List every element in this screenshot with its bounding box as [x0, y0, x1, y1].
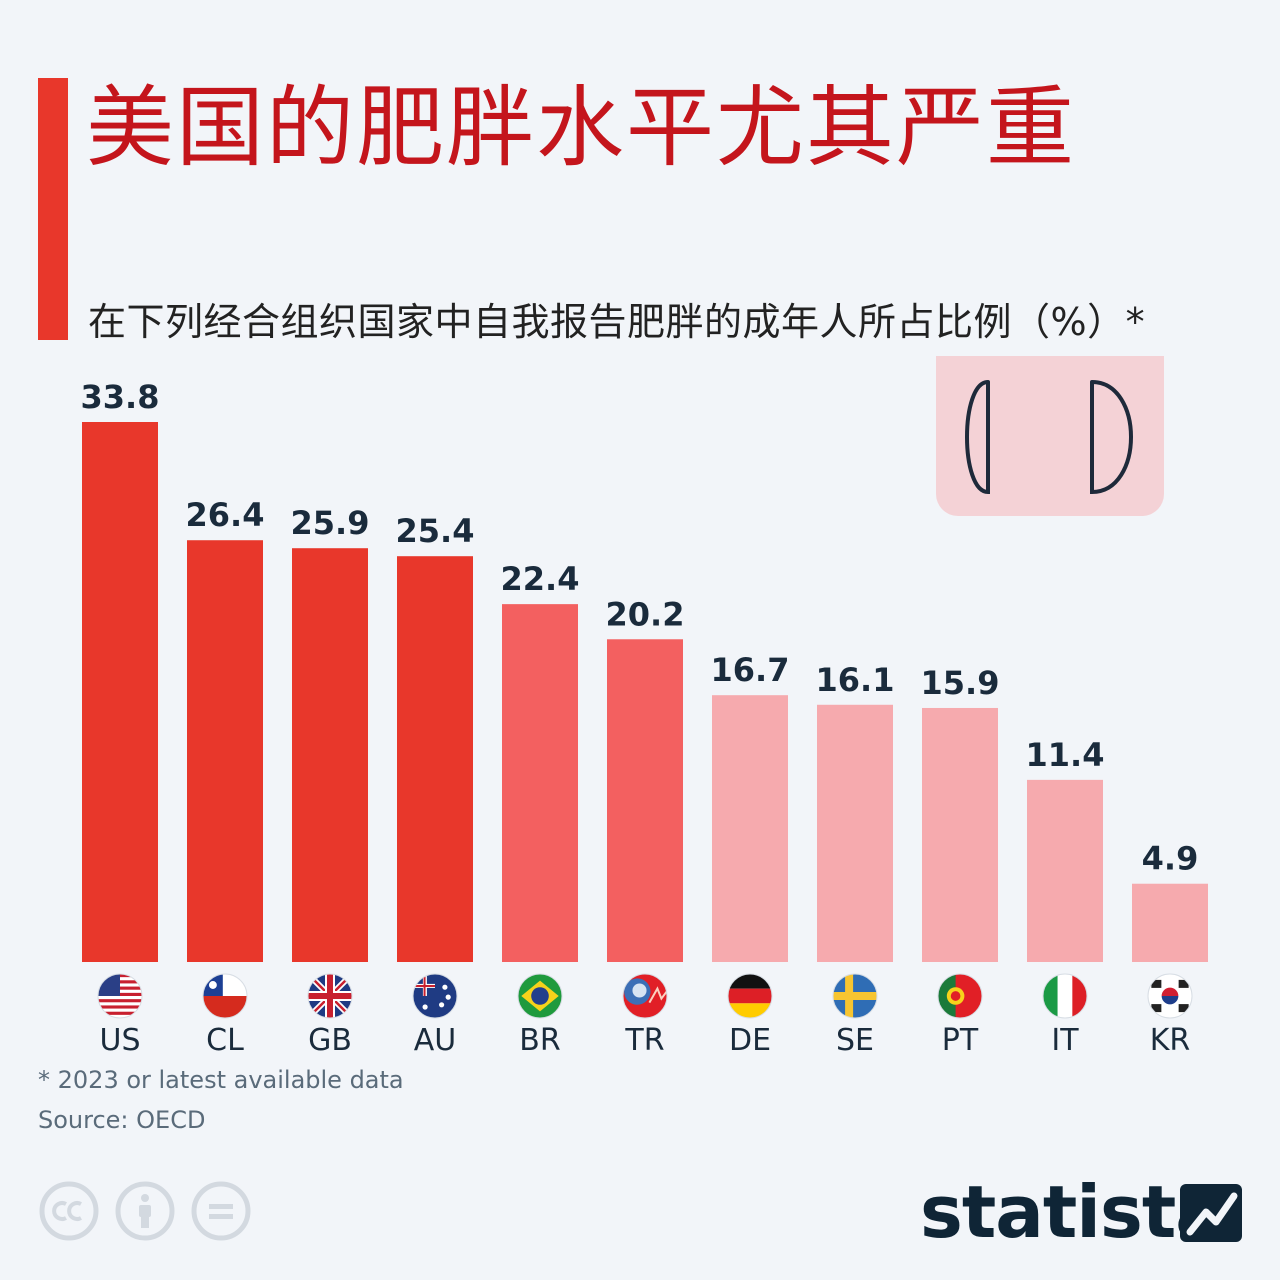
- category-label-de: DE: [729, 1023, 771, 1058]
- right-bracket-glyph: [1090, 380, 1133, 495]
- brand-name[interactable]: statista: [920, 1170, 1224, 1254]
- bar-kr: [1132, 883, 1208, 962]
- category-label-se: SE: [836, 1023, 874, 1058]
- category-label-br: BR: [519, 1023, 560, 1058]
- bar-chart: 33.8 US 26.4 CL 25.9 GB 25.4 AU 22.4 BR 20.2 TR 16.7…: [81, 378, 1208, 1058]
- no-derivatives-icon[interactable]: [190, 1180, 252, 1242]
- bar-de: [712, 695, 788, 962]
- pt-flag-icon: [937, 973, 983, 1019]
- value-label-us: 33.8: [81, 378, 160, 416]
- source-note: Source: OECD: [38, 1106, 206, 1134]
- bar-pt: [922, 707, 998, 962]
- bar-us: [82, 422, 158, 962]
- value-label-gb: 25.9: [291, 504, 370, 542]
- category-label-us: US: [99, 1023, 140, 1058]
- value-label-tr: 20.2: [606, 595, 685, 633]
- bar-au: [397, 556, 473, 962]
- page-title: 美国的肥胖水平尤其严重: [86, 76, 1077, 179]
- bar-tr: [607, 639, 683, 962]
- tr-flag-icon: [622, 973, 668, 1019]
- value-label-de: 16.7: [711, 651, 790, 689]
- cl-flag-icon: [202, 973, 248, 1019]
- value-label-au: 25.4: [396, 512, 475, 550]
- decorative-sticker: [936, 356, 1164, 516]
- category-label-gb: GB: [308, 1023, 352, 1058]
- kr-flag-icon: [1147, 973, 1193, 1019]
- value-label-br: 22.4: [501, 560, 580, 598]
- category-label-it: IT: [1051, 1023, 1079, 1058]
- value-label-kr: 4.9: [1142, 840, 1199, 878]
- value-label-it: 11.4: [1026, 736, 1105, 774]
- category-label-pt: PT: [942, 1023, 979, 1058]
- de-flag-icon: [727, 973, 773, 1019]
- it-flag-icon: [1042, 973, 1088, 1019]
- br-flag-icon: [517, 973, 563, 1019]
- chart-subtitle: 在下列经合组织国家中自我报告肥胖的成年人所占比例（%）*: [88, 300, 1146, 344]
- bar-it: [1027, 779, 1103, 962]
- bar-cl: [187, 540, 263, 962]
- attribution-icon[interactable]: [114, 1180, 176, 1242]
- left-bracket-glyph: [965, 380, 990, 495]
- value-label-cl: 26.4: [186, 496, 265, 534]
- footnote: * 2023 or latest available data: [38, 1066, 404, 1094]
- au-flag-icon: [412, 973, 458, 1019]
- us-flag-icon: [97, 973, 143, 1019]
- bar-br: [502, 604, 578, 962]
- se-flag-icon: [832, 973, 878, 1019]
- gb-flag-icon: [307, 973, 353, 1019]
- category-label-tr: TR: [624, 1023, 664, 1058]
- value-label-pt: 15.9: [921, 664, 1000, 702]
- bar-gb: [292, 548, 368, 962]
- category-label-kr: KR: [1150, 1023, 1191, 1058]
- value-label-se: 16.1: [816, 661, 895, 699]
- bar-se: [817, 704, 893, 962]
- statista-logo-icon[interactable]: [1176, 1178, 1246, 1248]
- cc-icon[interactable]: [38, 1180, 100, 1242]
- category-label-cl: CL: [206, 1023, 244, 1058]
- accent-bar: [38, 78, 68, 340]
- category-label-au: AU: [414, 1023, 456, 1058]
